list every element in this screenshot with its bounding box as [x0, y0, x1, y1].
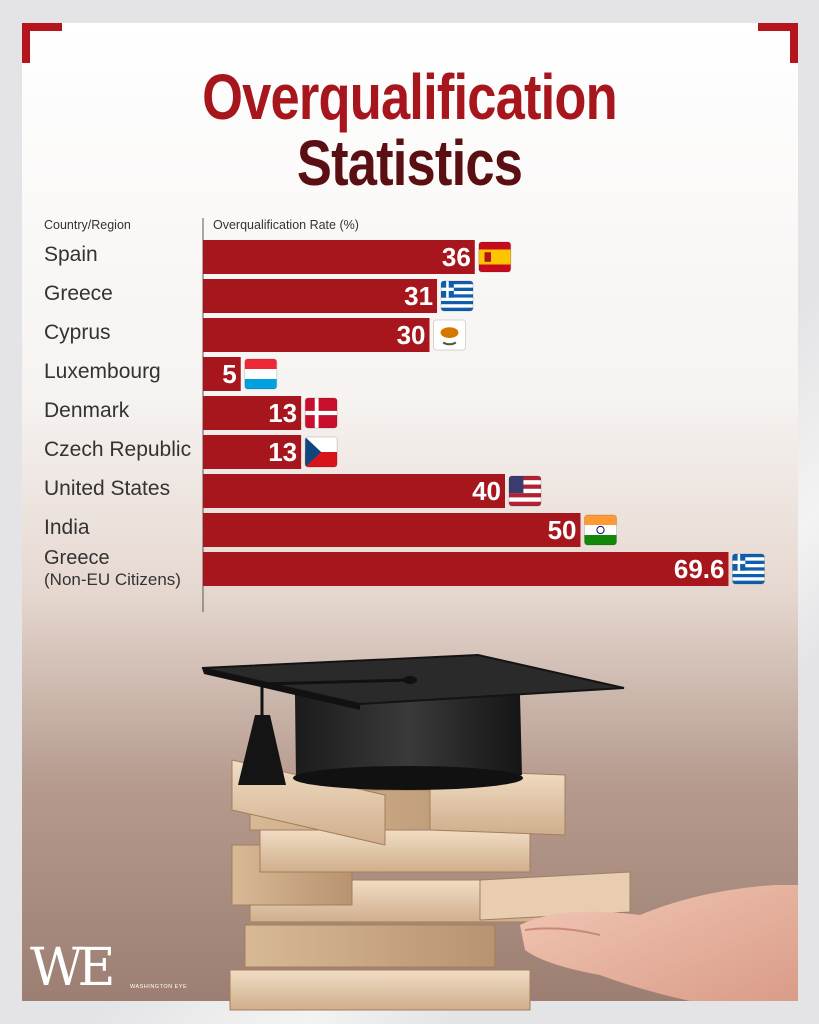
category-label-6: United States [44, 477, 170, 500]
category-label-2: Cyprus [44, 321, 111, 344]
value-label-4: 13 [268, 398, 297, 428]
spain-flag-icon [478, 241, 512, 273]
value-label-3: 5 [222, 359, 236, 389]
category-column-header: Country/Region [44, 218, 131, 232]
bar-8 [203, 552, 729, 586]
logo-text: WASHINGTON EYE [130, 984, 188, 990]
czech-republic-flag-icon [304, 436, 338, 468]
corner-bracket-top-right [758, 23, 798, 63]
bar-1 [203, 279, 438, 313]
bars: 36 31 30 5 13 13 40 50 69.6 [203, 240, 729, 586]
denmark-flag-icon [304, 397, 338, 429]
value-label-7: 50 [548, 515, 577, 545]
india-flag-icon [584, 514, 617, 546]
category-label-3: Luxembourg [44, 360, 161, 383]
value-label-5: 13 [268, 437, 297, 467]
category-label-1: Greece [44, 282, 113, 305]
category-label-8-line2: (Non-EU Citizens) [44, 570, 181, 589]
bar-4 [203, 396, 302, 430]
title-line-2: Statistics [296, 127, 523, 199]
flags [244, 241, 765, 585]
greece-flag-icon [731, 553, 765, 585]
value-label-6: 40 [472, 476, 501, 506]
value-label-8: 69.6 [674, 554, 725, 584]
washington-eye-logo: WE WASHINGTON EYE [30, 938, 187, 998]
category-label-8: Greece [44, 547, 110, 569]
bar-7 [203, 513, 581, 547]
value-label-0: 36 [442, 242, 471, 272]
logo-mark: WE [30, 938, 115, 998]
category-labels: Spain Greece Cyprus Luxembourg Denmark Czech … [44, 243, 191, 589]
greece-flag-icon [440, 280, 474, 312]
bar-6 [203, 474, 505, 508]
title-line-1: Overqualification [202, 61, 618, 133]
category-label-5: Czech Republic [44, 438, 191, 461]
luxembourg-flag-icon [244, 358, 278, 390]
value-label-2: 30 [397, 320, 426, 350]
bar-2 [203, 318, 430, 352]
category-label-4: Denmark [44, 399, 130, 422]
cyprus-flag-icon [433, 319, 466, 351]
bar-3 [203, 357, 241, 391]
category-label-7: India [44, 516, 90, 539]
united-states-flag-icon [508, 475, 542, 507]
value-column-header: Overqualification Rate (%) [213, 218, 359, 232]
value-label-1: 31 [404, 281, 433, 311]
bar-5 [203, 435, 302, 469]
bar-0 [203, 240, 475, 274]
corner-bracket-top-left [22, 23, 62, 63]
category-label-0: Spain [44, 243, 98, 266]
